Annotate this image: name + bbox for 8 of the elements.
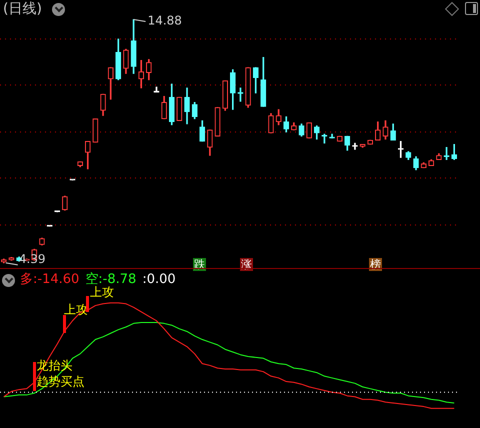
annotation: 14.88 — [148, 14, 182, 28]
text: :0.00 — [142, 272, 176, 287]
text: 多:-14.60 — [20, 272, 80, 287]
text: 空:-8.78 — [85, 272, 136, 287]
annotation: 趋势买点 — [36, 374, 84, 389]
annotation: 4.39 — [18, 252, 46, 266]
text: 上攻 — [90, 285, 114, 300]
chart-title: (日线) — [3, 1, 42, 17]
